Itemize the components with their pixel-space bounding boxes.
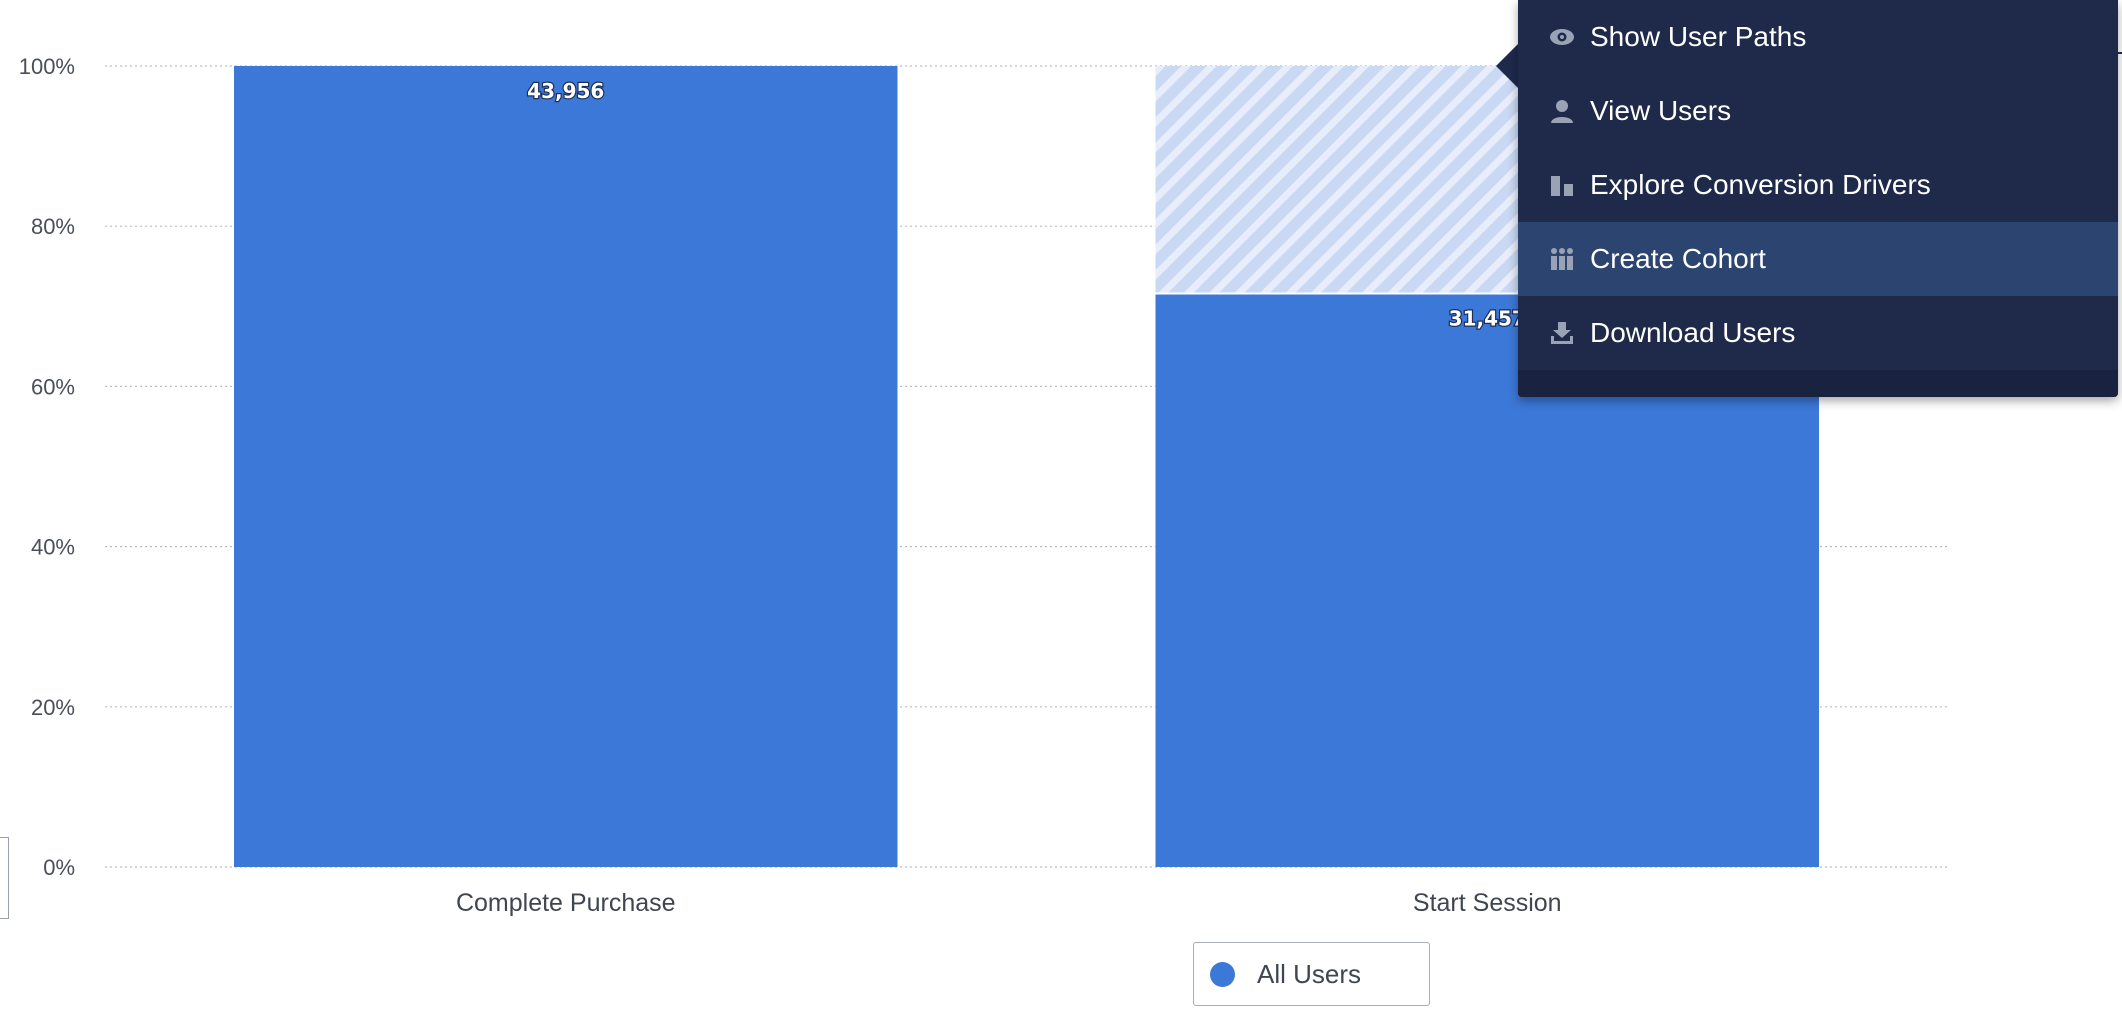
menu-item-label: Create Cohort (1590, 243, 1766, 274)
y-tick-label: 60% (31, 374, 75, 399)
x-category-label: Start Session (1413, 889, 1562, 917)
left-panel-edge (0, 837, 9, 919)
menu-item-download-users[interactable]: Download Users (1518, 296, 2118, 370)
bar-value-label: 31,457 (1449, 306, 1526, 330)
menu-item-label: Explore Conversion Drivers (1590, 169, 1931, 200)
bar[interactable] (234, 66, 898, 867)
menu-item-label: Download Users (1590, 317, 1796, 348)
menu-item-view-users[interactable]: View Users (1518, 74, 2118, 148)
context-menu: Show User Paths View Users Explore Conve… (1518, 0, 2118, 397)
bars-icon (1548, 171, 1576, 199)
bar-value-label: 43,956 (527, 79, 604, 103)
menu-footer (1518, 370, 2118, 397)
eye-icon (1548, 23, 1576, 51)
y-tick-label: 80% (31, 214, 75, 239)
menu-item-explore-conversion-drivers[interactable]: Explore Conversion Drivers (1518, 148, 2118, 222)
menu-pointer-arrow (1496, 44, 1518, 88)
download-icon (1548, 319, 1576, 347)
x-category-label: Complete Purchase (456, 889, 676, 917)
legend-label: All Users (1257, 958, 1362, 989)
menu-item-label: View Users (1590, 95, 1732, 126)
y-tick-label: 0% (43, 855, 75, 880)
menu-item-create-cohort[interactable]: Create Cohort (1518, 222, 2118, 296)
menu-item-label: Show User Paths (1590, 21, 1807, 52)
y-tick-label: 20% (31, 695, 75, 720)
edge-marker (2115, 52, 2122, 54)
menu-item-show-user-paths[interactable]: Show User Paths (1518, 0, 2118, 74)
y-tick-label: 100% (19, 54, 75, 79)
user-icon (1548, 97, 1576, 125)
legend-item-all-users[interactable]: All Users (1193, 942, 1430, 1006)
y-tick-label: 40% (31, 535, 75, 560)
legend-color-dot (1210, 961, 1235, 987)
people-icon (1548, 245, 1576, 273)
